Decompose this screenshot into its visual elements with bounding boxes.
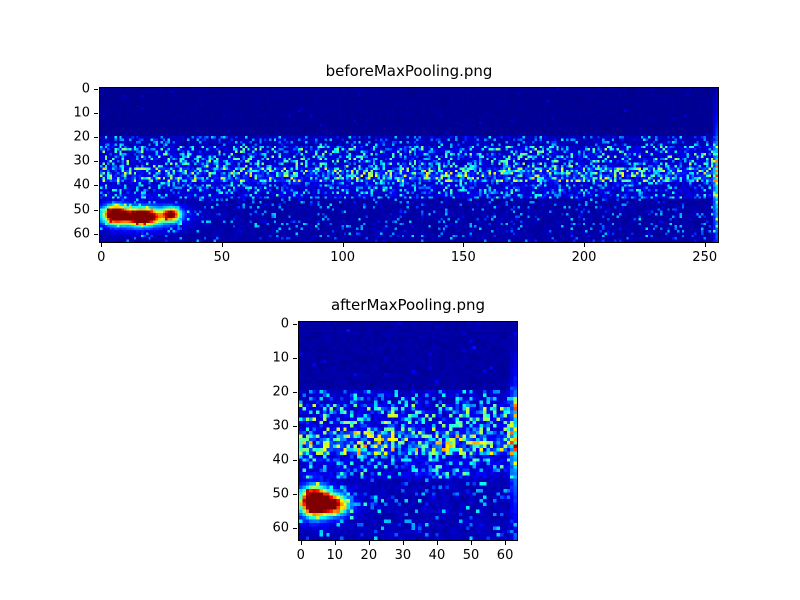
x-tick-mark <box>505 541 507 545</box>
x-tick-mark <box>463 243 465 247</box>
y-tick-label: 60 <box>272 520 289 536</box>
y-tick-label: 20 <box>73 129 90 145</box>
x-tick-mark <box>436 541 438 545</box>
x-tick-mark <box>584 243 586 247</box>
x-tick-label: 20 <box>360 548 378 563</box>
y-tick-label: 50 <box>73 202 90 218</box>
x-tick-label: 0 <box>97 250 106 265</box>
y-tick-mark <box>94 113 98 115</box>
y-tick-mark <box>94 209 98 211</box>
plot-frame-before <box>99 87 719 243</box>
y-tick-mark <box>94 185 98 187</box>
x-tick-label: 10 <box>326 548 344 563</box>
y-tick-mark <box>293 528 297 530</box>
x-tick-label: 0 <box>296 548 305 563</box>
x-tick-label: 100 <box>330 250 356 265</box>
y-tick-label: 0 <box>81 81 90 97</box>
x-tick-mark <box>342 243 344 247</box>
y-tick-mark <box>293 459 297 461</box>
y-tick-label: 0 <box>280 316 289 332</box>
y-tick-mark <box>293 323 297 325</box>
y-tick-mark <box>94 137 98 139</box>
y-tick-label: 10 <box>272 350 289 366</box>
y-tick-mark <box>293 425 297 427</box>
y-tick-label: 40 <box>272 452 289 468</box>
y-tick-label: 40 <box>73 177 90 193</box>
x-tick-label: 50 <box>462 548 480 563</box>
x-tick-label: 150 <box>450 250 476 265</box>
x-tick-mark <box>368 541 370 545</box>
x-tick-mark <box>402 541 404 545</box>
heatmap-canvas-before <box>100 88 718 242</box>
y-tick-mark <box>94 233 98 235</box>
x-tick-mark <box>101 243 103 247</box>
x-tick-mark <box>704 243 706 247</box>
y-tick-mark <box>94 161 98 163</box>
heatmap-canvas-after <box>299 322 517 540</box>
x-tick-label: 40 <box>428 548 446 563</box>
plot-title-before: beforeMaxPooling.png <box>325 62 493 80</box>
y-tick-mark <box>94 89 98 91</box>
plot-title-after: afterMaxPooling.png <box>330 296 486 314</box>
x-tick-mark <box>471 541 473 545</box>
plot-frame-after <box>298 321 518 541</box>
x-tick-mark <box>300 541 302 545</box>
y-tick-label: 60 <box>73 226 90 242</box>
x-tick-mark <box>221 243 223 247</box>
x-tick-label: 250 <box>692 250 718 265</box>
x-tick-label: 30 <box>394 548 412 563</box>
y-tick-mark <box>293 494 297 496</box>
y-tick-label: 50 <box>272 486 289 502</box>
y-tick-mark <box>293 357 297 359</box>
y-tick-label: 30 <box>272 418 289 434</box>
x-tick-mark <box>334 541 336 545</box>
y-tick-mark <box>293 391 297 393</box>
x-tick-label: 60 <box>496 548 514 563</box>
y-tick-label: 30 <box>73 153 90 169</box>
y-tick-label: 20 <box>272 384 289 400</box>
x-tick-label: 200 <box>571 250 597 265</box>
x-tick-label: 50 <box>213 250 231 265</box>
y-tick-label: 10 <box>73 105 90 121</box>
